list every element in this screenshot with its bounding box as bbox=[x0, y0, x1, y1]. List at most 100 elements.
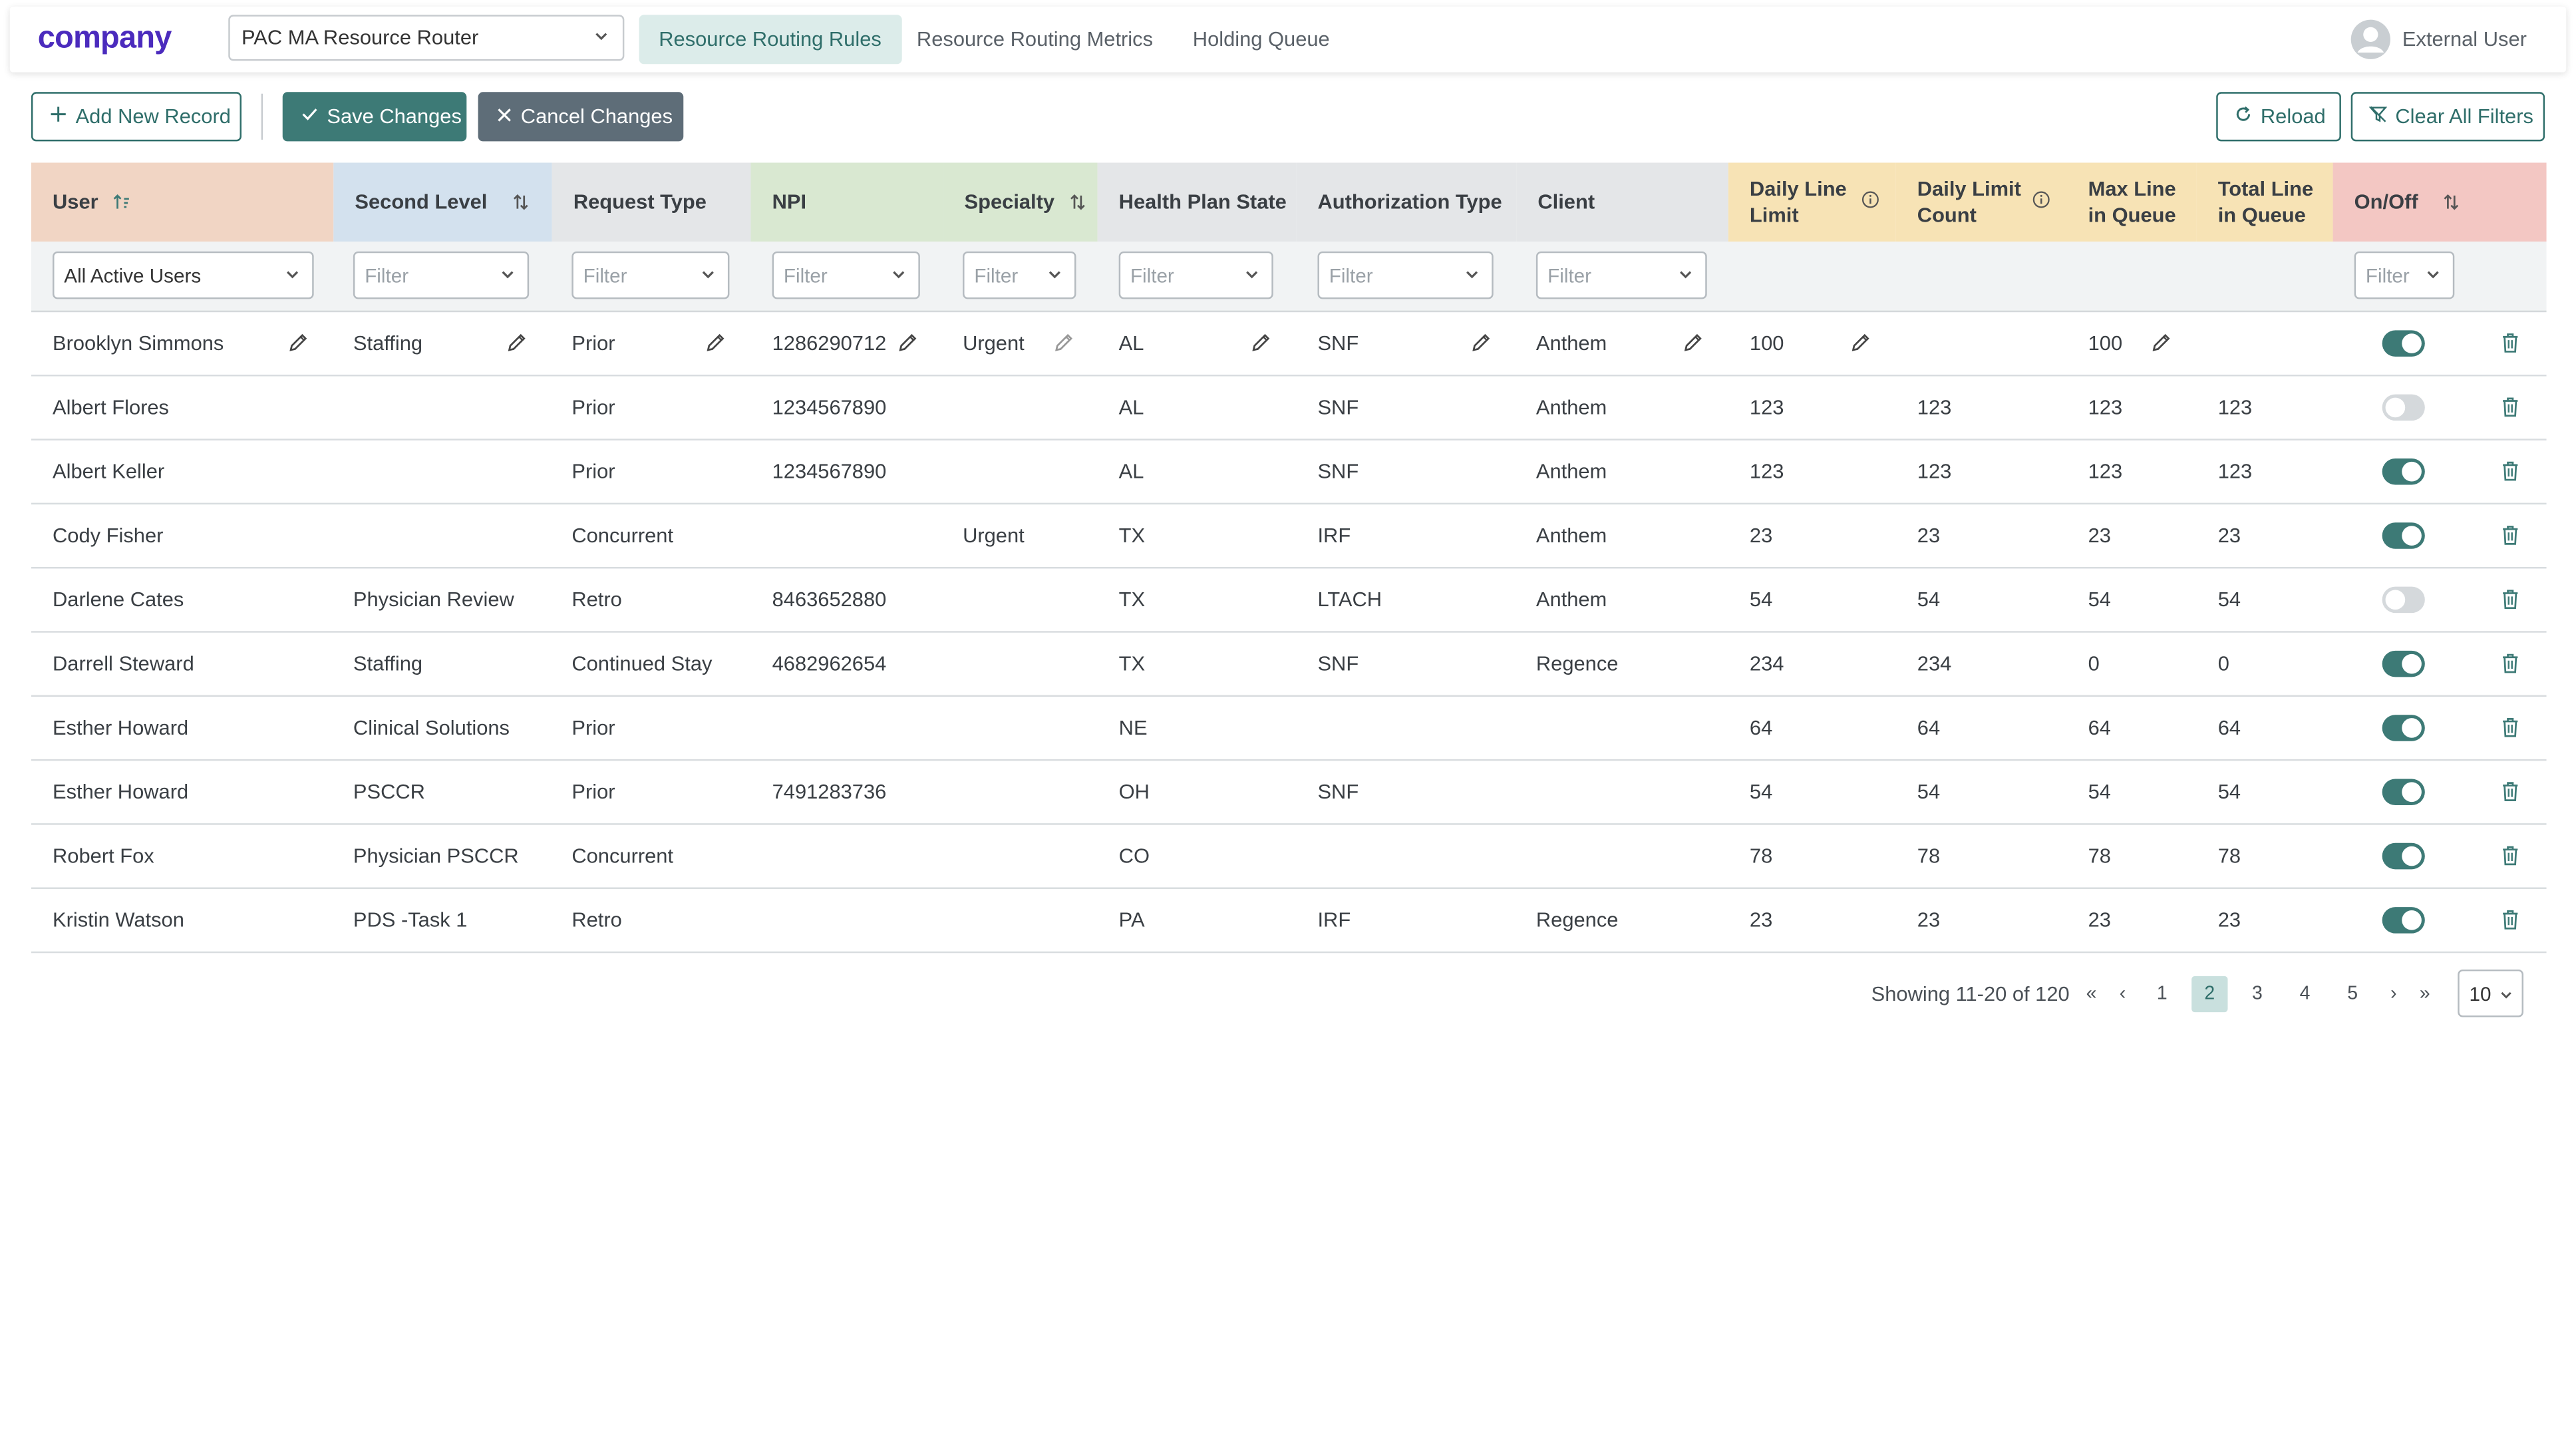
edit-pencil-icon[interactable] bbox=[1850, 332, 1871, 361]
cancel-changes-button[interactable]: Cancel Changes bbox=[478, 92, 684, 142]
edit-pencil-icon[interactable] bbox=[1683, 332, 1704, 361]
health-plan-state-filter[interactable]: Filter bbox=[1118, 251, 1273, 299]
per-page-select[interactable]: 10 bbox=[2458, 969, 2523, 1017]
tab-resource-routing-rules[interactable]: Resource Routing Rules bbox=[639, 15, 901, 65]
cell-daily-line-limit[interactable]: 100 bbox=[1749, 331, 1784, 355]
page-5-button[interactable]: 5 bbox=[2347, 984, 2358, 1004]
cell-max-line-in-queue[interactable]: 100 bbox=[2088, 331, 2123, 355]
column-header-second-level[interactable]: Second Level bbox=[333, 162, 552, 242]
table-row[interactable]: Esther Howard PSCCR Prior 7491283736 OH SNF 54… bbox=[31, 761, 2547, 825]
edit-pencil-icon[interactable] bbox=[1470, 332, 1492, 361]
delete-trash-icon[interactable] bbox=[2500, 396, 2520, 425]
first-page-button[interactable]: « bbox=[2086, 984, 2097, 1004]
table-row[interactable]: Darlene Cates Physician Review Retro 846365… bbox=[31, 568, 2547, 633]
info-icon[interactable] bbox=[1861, 190, 1879, 214]
on-off-toggle[interactable] bbox=[2382, 650, 2425, 677]
cell-max-line-in-queue: 0 bbox=[2088, 652, 2100, 675]
table-row[interactable]: Darrell Steward Staffing Continued Stay 468… bbox=[31, 633, 2547, 697]
cell-authorization-type[interactable]: SNF bbox=[1317, 331, 1359, 355]
cell-request-type[interactable]: Prior bbox=[571, 331, 615, 355]
sort-icon[interactable] bbox=[2441, 192, 2461, 212]
cell-user[interactable]: Brooklyn Simmons bbox=[53, 331, 224, 355]
cell-npi[interactable]: 1286290712 bbox=[772, 331, 887, 355]
column-header-request-type[interactable]: Request Type bbox=[552, 162, 751, 242]
column-header-health-plan-state[interactable]: Health Plan State bbox=[1097, 162, 1297, 242]
user-menu[interactable]: External User bbox=[2350, 17, 2527, 63]
on-off-toggle[interactable] bbox=[2382, 842, 2425, 870]
sort-icon[interactable] bbox=[510, 192, 530, 212]
request-type-filter[interactable]: Filter bbox=[571, 251, 730, 299]
router-select[interactable]: PAC MA Resource Router bbox=[228, 15, 625, 61]
on-off-toggle[interactable] bbox=[2382, 522, 2425, 549]
on-off-toggle[interactable] bbox=[2382, 330, 2425, 357]
second-level-filter[interactable]: Filter bbox=[353, 251, 530, 299]
sort-icon[interactable] bbox=[1068, 192, 1088, 212]
table-row[interactable]: Brooklyn Simmons Staffing Prior 1286290712 U… bbox=[31, 312, 2547, 377]
edit-pencil-icon[interactable] bbox=[1053, 332, 1074, 361]
delete-trash-icon[interactable] bbox=[2500, 717, 2520, 746]
cell-health-plan-state[interactable]: AL bbox=[1118, 331, 1144, 355]
cell-specialty[interactable]: Urgent bbox=[963, 331, 1025, 355]
column-header-daily-line-limit[interactable]: Daily Line Limit bbox=[1728, 162, 1896, 242]
table-row[interactable]: Albert Keller Prior 1234567890 AL SNF Anthem 1… bbox=[31, 441, 2547, 505]
delete-trash-icon[interactable] bbox=[2500, 781, 2520, 810]
on-off-filter[interactable]: Filter bbox=[2354, 251, 2455, 299]
table-row[interactable]: Esther Howard Clinical Solutions Prior NE 64… bbox=[31, 697, 2547, 761]
on-off-toggle[interactable] bbox=[2382, 779, 2425, 806]
column-header-daily-limit-count[interactable]: Daily Limit Count bbox=[1895, 162, 2067, 242]
column-header-npi[interactable]: NPI bbox=[750, 162, 943, 242]
delete-trash-icon[interactable] bbox=[2500, 652, 2520, 681]
on-off-toggle[interactable] bbox=[2382, 907, 2425, 934]
column-header-on-off[interactable]: On/Off bbox=[2333, 162, 2547, 242]
delete-trash-icon[interactable] bbox=[2500, 844, 2520, 874]
page-1-button[interactable]: 1 bbox=[2156, 984, 2168, 1004]
client-filter[interactable]: Filter bbox=[1535, 251, 1707, 299]
table-row[interactable]: Kristin Watson PDS -Task 1 Retro PA IRF Regen… bbox=[31, 889, 2547, 954]
page-3-button[interactable]: 3 bbox=[2252, 984, 2263, 1004]
info-icon[interactable] bbox=[2032, 190, 2050, 214]
column-header-max-line-in-queue[interactable]: Max Line in Queue bbox=[2066, 162, 2197, 242]
delete-trash-icon[interactable] bbox=[2500, 909, 2520, 938]
column-header-specialty[interactable]: Specialty bbox=[943, 162, 1098, 242]
column-header-authorization-type[interactable]: Authorization Type bbox=[1296, 162, 1517, 242]
add-new-record-button[interactable]: Add New Record bbox=[31, 92, 242, 142]
delete-trash-icon[interactable] bbox=[2500, 460, 2520, 489]
delete-trash-icon[interactable] bbox=[2500, 588, 2520, 618]
clear-all-filters-button[interactable]: Clear All Filters bbox=[2350, 92, 2545, 142]
table-row[interactable]: Robert Fox Physician PSCCR Concurrent CO 78 7… bbox=[31, 825, 2547, 889]
delete-trash-icon[interactable] bbox=[2500, 332, 2520, 361]
page-4-button[interactable]: 4 bbox=[2299, 984, 2311, 1004]
column-header-user[interactable]: User bbox=[31, 162, 334, 242]
authorization-type-filter[interactable]: Filter bbox=[1317, 251, 1494, 299]
edit-pencil-icon[interactable] bbox=[897, 332, 918, 361]
prev-page-button[interactable]: ‹ bbox=[2119, 984, 2126, 1004]
edit-pencil-icon[interactable] bbox=[705, 332, 726, 361]
table-row[interactable]: Cody Fisher Concurrent Urgent TX IRF Anthem 23… bbox=[31, 504, 2547, 569]
npi-filter[interactable]: Filter bbox=[772, 251, 920, 299]
edit-pencil-icon[interactable] bbox=[2150, 332, 2172, 361]
on-off-toggle[interactable] bbox=[2382, 715, 2425, 741]
column-header-total-line-in-queue[interactable]: Total Line in Queue bbox=[2196, 162, 2333, 242]
tab-resource-routing-metrics[interactable]: Resource Routing Metrics bbox=[916, 27, 1154, 51]
table-row[interactable]: Albert Flores Prior 1234567890 AL SNF Anthem 1… bbox=[31, 376, 2547, 441]
column-header-client[interactable]: Client bbox=[1516, 162, 1728, 242]
next-page-button[interactable]: › bbox=[2390, 984, 2397, 1004]
on-off-toggle[interactable] bbox=[2382, 586, 2425, 614]
specialty-filter[interactable]: Filter bbox=[963, 251, 1076, 299]
sort-asc-icon[interactable] bbox=[111, 192, 131, 212]
edit-pencil-icon[interactable] bbox=[1250, 332, 1271, 361]
edit-pencil-icon[interactable] bbox=[287, 332, 309, 361]
save-changes-button[interactable]: Save Changes bbox=[282, 92, 467, 142]
last-page-button[interactable]: » bbox=[2419, 984, 2430, 1004]
on-off-toggle[interactable] bbox=[2382, 394, 2425, 421]
user-filter-select[interactable]: All Active Users bbox=[53, 251, 314, 299]
reload-button[interactable]: Reload bbox=[2216, 92, 2341, 142]
delete-trash-icon[interactable] bbox=[2500, 524, 2520, 554]
company-logo[interactable]: company bbox=[37, 21, 172, 56]
tab-holding-queue[interactable]: Holding Queue bbox=[1192, 27, 1330, 51]
on-off-toggle[interactable] bbox=[2382, 458, 2425, 485]
cell-client[interactable]: Anthem bbox=[1535, 331, 1607, 355]
page-2-button[interactable]: 2 bbox=[2191, 976, 2228, 1013]
cell-second-level[interactable]: Staffing bbox=[353, 331, 423, 355]
edit-pencil-icon[interactable] bbox=[506, 332, 528, 361]
